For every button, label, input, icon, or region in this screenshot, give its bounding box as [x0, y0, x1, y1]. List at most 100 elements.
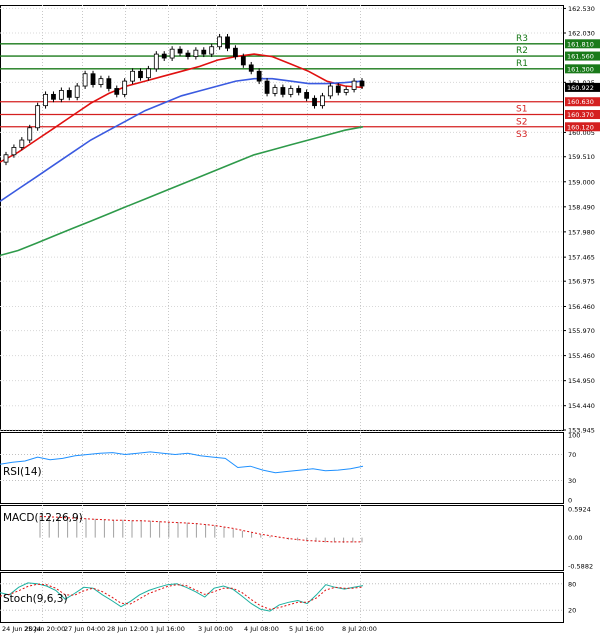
- candle-body: [98, 78, 104, 85]
- pivot-price-tag-text: 161.560: [567, 53, 594, 61]
- time-axis-label: 27 Jun 04:00: [64, 625, 105, 633]
- rsi-line: [0, 451, 364, 474]
- stoch-tick-label: 80: [568, 580, 576, 588]
- candle-body: [35, 105, 41, 129]
- candle-body: [74, 85, 80, 98]
- candle-body: [272, 87, 278, 94]
- price-tick-label: 158.490: [568, 203, 595, 211]
- candle-body: [217, 36, 223, 48]
- rsi-tick-label: 0: [568, 497, 572, 505]
- candle-body: [177, 48, 183, 54]
- candle-body: [82, 73, 88, 87]
- time-axis-label: 24 Jun 2024: [2, 625, 41, 633]
- price-tick-label: 153.945: [568, 427, 595, 435]
- time-axis-label: 4 Jul 08:00: [244, 625, 279, 633]
- candle-body: [114, 88, 120, 95]
- stoch-label: Stoch(9,6,3): [3, 593, 68, 605]
- candle-body: [130, 70, 135, 82]
- candle-body: [138, 70, 143, 79]
- pivot-price-tag: [565, 122, 600, 132]
- candle-body: [11, 147, 17, 156]
- price-tick-label: 161.025: [568, 79, 595, 87]
- time-axis-label: 1 Jul 16:00: [150, 625, 185, 633]
- ma-line-0: [0, 53, 364, 163]
- candle-body: [233, 47, 238, 57]
- price-tick-label: 160.005: [568, 129, 595, 137]
- candle-body: [327, 85, 333, 97]
- current-price-tag: [565, 82, 600, 92]
- rsi-tick-label: 100: [568, 432, 580, 440]
- candle-body: [304, 92, 310, 99]
- stoch-signal-line: [0, 583, 364, 610]
- pivot-price-tag-text: 160.370: [567, 111, 594, 119]
- candle-body: [106, 78, 112, 89]
- candle-body: [43, 93, 48, 107]
- candle-body: [288, 88, 294, 95]
- candle-body: [58, 90, 64, 100]
- price-tick-label: 155.460: [568, 352, 595, 360]
- price-tick-label: 156.975: [568, 278, 595, 286]
- pivot-label-s1: S1: [516, 105, 527, 115]
- candle-body: [343, 89, 349, 93]
- pivot-price-tag: [565, 39, 600, 49]
- candle-body: [193, 49, 199, 57]
- pivot-price-tag: [565, 51, 600, 61]
- candle-body: [320, 95, 325, 107]
- candle-body: [90, 73, 96, 85]
- current-price-tag-text: 160.922: [567, 84, 594, 92]
- price-tick-label: 156.460: [568, 303, 595, 311]
- stoch-tick-label: 20: [568, 607, 576, 615]
- price-tick-label: 162.530: [568, 5, 595, 13]
- panel-frame-1: [0, 432, 564, 504]
- time-axis-label: 28 Jun 12:00: [107, 625, 148, 633]
- candle-body: [312, 97, 317, 107]
- rsi-tick-label: 30: [568, 477, 576, 485]
- candle-body: [3, 154, 9, 163]
- candle-body: [209, 46, 215, 55]
- candle-body: [359, 80, 365, 87]
- pivot-price-tag-text: 161.300: [567, 65, 594, 73]
- candle-body: [351, 80, 357, 90]
- candle-body: [153, 53, 159, 70]
- panel-frame-2: [0, 505, 564, 571]
- candle-body: [280, 87, 286, 95]
- price-tick-label: 154.440: [568, 402, 595, 410]
- pivot-label-r1: R1: [516, 59, 528, 69]
- pivot-label-s2: S2: [516, 118, 527, 128]
- price-tick-label: 162.030: [568, 29, 595, 37]
- macd-signal-line: [39, 515, 362, 543]
- pivot-label-r3: R3: [516, 34, 528, 44]
- candle-body: [201, 49, 207, 55]
- pivot-price-tag: [565, 97, 600, 107]
- pivot-price-tag-text: 160.630: [567, 98, 594, 106]
- time-axis-label: 3 Jul 00:00: [198, 625, 233, 633]
- pivot-price-tag-text: 161.810: [567, 40, 594, 48]
- panel-frame-3: [0, 572, 564, 623]
- rsi-label: RSI(14): [3, 466, 42, 478]
- price-tick-label: 159.000: [568, 178, 595, 186]
- candle-body: [185, 52, 191, 57]
- candle-body: [145, 68, 151, 79]
- pivot-price-tag: [565, 110, 600, 120]
- candle-body: [66, 90, 72, 98]
- price-tick-label: 157.465: [568, 254, 595, 262]
- candle-body: [256, 70, 262, 82]
- macd-tick-label: -0.5882: [568, 563, 593, 571]
- rsi-tick-label: 70: [568, 451, 576, 459]
- macd-label: MACD(12,26,9): [3, 512, 83, 524]
- candle-body: [240, 56, 246, 66]
- price-tick-label: 159.510: [568, 153, 595, 161]
- candle-body: [161, 53, 167, 59]
- macd-tick-label: 0.00: [568, 534, 582, 542]
- time-axis-label: 25 Jun 20:00: [24, 625, 65, 633]
- candle-body: [335, 85, 341, 93]
- stoch-main-line: [0, 582, 364, 612]
- pivot-label-r2: R2: [516, 46, 528, 56]
- time-axis-label: 8 Jul 20:00: [342, 625, 377, 633]
- candle-body: [122, 80, 128, 95]
- candle-body: [169, 48, 175, 59]
- price-tick-label: 155.970: [568, 327, 595, 335]
- candle-body: [225, 36, 230, 49]
- candle-body: [27, 127, 33, 141]
